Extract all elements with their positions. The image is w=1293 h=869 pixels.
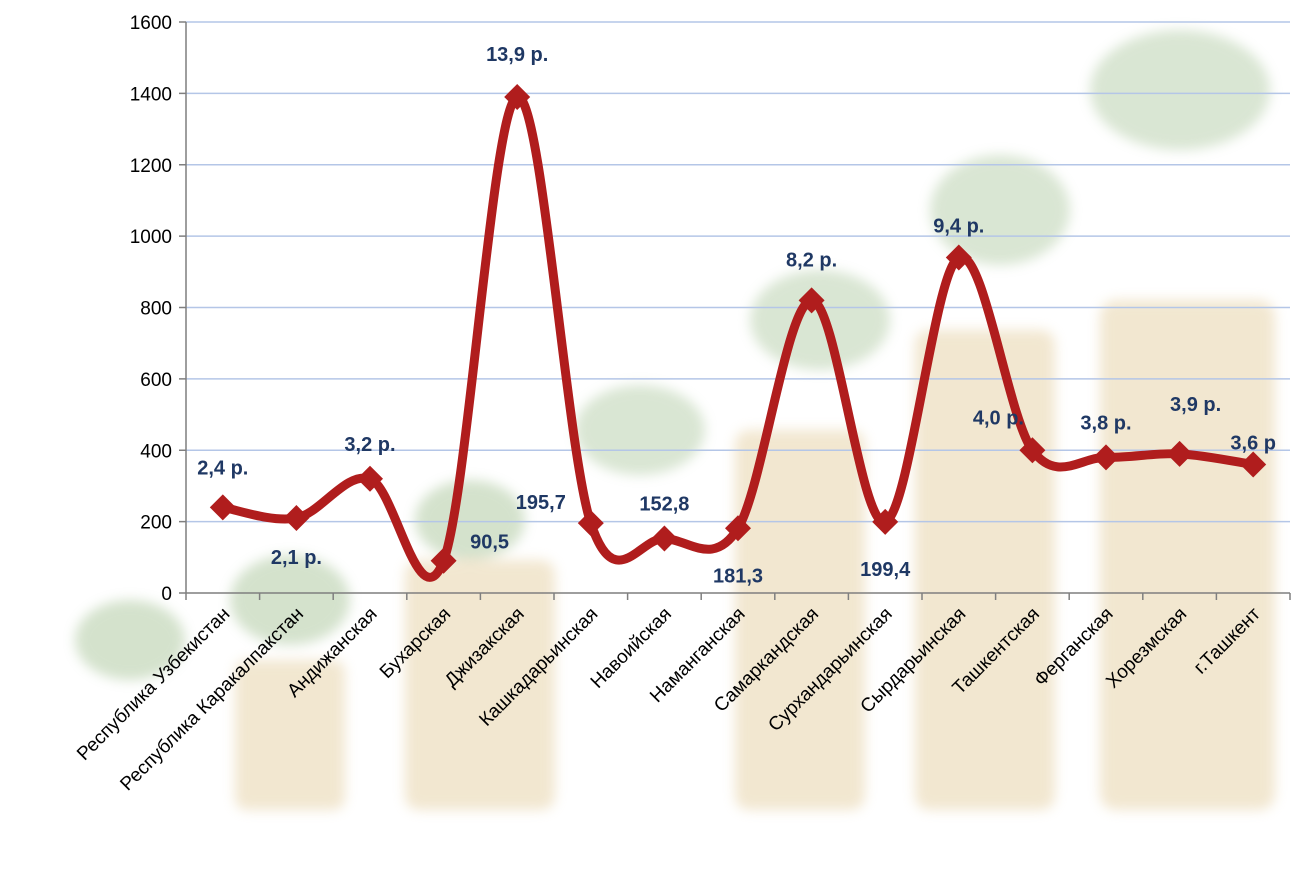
data-point-marker (1019, 437, 1046, 464)
y-tick-label: 1400 (130, 84, 172, 105)
axes (179, 21, 1291, 600)
data-markers (209, 83, 1267, 574)
data-label: 4,0 р. (973, 407, 1024, 429)
data-point-marker (1093, 444, 1119, 471)
data-point-marker (945, 244, 972, 271)
data-label: 195,7 (516, 492, 566, 514)
data-point-marker (357, 465, 383, 492)
y-tick-label: 1200 (130, 156, 172, 177)
y-tick-label: 800 (140, 299, 172, 320)
data-point-marker (283, 505, 310, 532)
data-label: 3,6 р (1230, 433, 1276, 455)
y-tick-label: 600 (140, 370, 172, 391)
data-label: 13,9 р. (486, 44, 548, 66)
data-point-marker (872, 508, 899, 535)
data-label: 152,8 (639, 493, 689, 515)
data-label: 3,9 р. (1170, 394, 1221, 416)
data-label: 9,4 р. (933, 216, 984, 238)
data-label: 2,4 р. (197, 457, 248, 479)
data-label: 181,3 (713, 565, 763, 587)
data-label: 3,2 р. (344, 434, 395, 456)
y-tick-label: 1600 (130, 13, 172, 34)
data-point-marker (651, 525, 678, 552)
data-label: 3,8 р. (1080, 412, 1131, 434)
data-point-marker (209, 494, 236, 521)
series-line (218, 92, 1258, 582)
data-point-marker (577, 510, 604, 537)
y-tick-label: 400 (140, 441, 172, 462)
y-tick-label: 200 (140, 513, 172, 534)
y-axis-tick-labels: 0 200 400 600 800 1000 1200 1400 1600 (130, 13, 172, 605)
y-tick-label: 0 (161, 584, 172, 605)
data-point-marker (504, 83, 531, 110)
data-point-marker (725, 515, 751, 542)
data-point-marker (1166, 440, 1193, 467)
data-point-marker (430, 547, 457, 574)
data-point-marker (798, 287, 825, 314)
series-line-layer (218, 92, 1258, 582)
data-point-marker (1240, 451, 1267, 478)
data-label: 2,1 р. (271, 547, 322, 569)
data-label: 90,5 (470, 532, 509, 554)
y-tick-label: 1000 (130, 227, 172, 248)
data-labels: 2,4 р. 2,1 р. 3,2 р. 90,5 13,9 р. 195,7 152,8 1… (197, 44, 1276, 587)
data-label: 8,2 р. (786, 249, 837, 271)
data-label: 199,4 (860, 559, 911, 581)
